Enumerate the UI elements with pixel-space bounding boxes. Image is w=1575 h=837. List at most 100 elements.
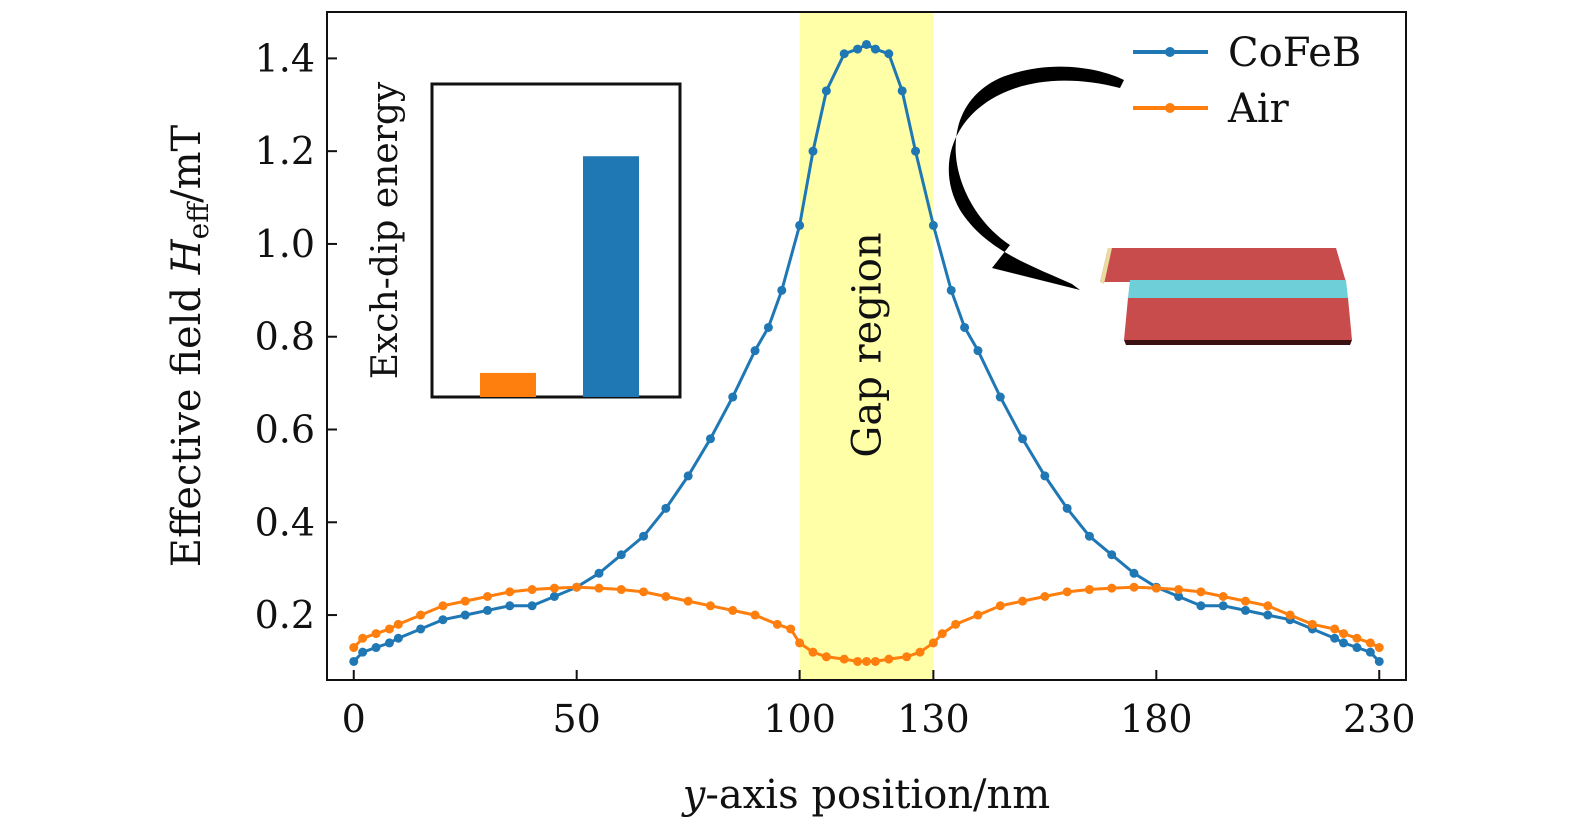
data-point-cofeb bbox=[594, 568, 604, 578]
data-point-cofeb bbox=[839, 49, 849, 59]
data-point-cofeb bbox=[527, 601, 537, 611]
inset-bar-chart: Exch-dip energy bbox=[365, 81, 682, 399]
data-point-air bbox=[795, 638, 805, 648]
data-point-air bbox=[384, 624, 394, 634]
x-tick-label: 180 bbox=[1120, 697, 1193, 741]
legend-marker-cofeb bbox=[1165, 47, 1175, 57]
data-point-air bbox=[862, 656, 871, 666]
x-axis-title-text: -axis position/nm bbox=[705, 772, 1050, 818]
legend-label-air: Air bbox=[1227, 86, 1290, 132]
data-point-air bbox=[884, 654, 894, 664]
data-point-air bbox=[683, 596, 693, 606]
data-point-air bbox=[853, 656, 863, 666]
data-point-air bbox=[1352, 633, 1362, 643]
data-point-air bbox=[808, 647, 818, 657]
data-point-cofeb bbox=[928, 220, 938, 230]
data-point-cofeb bbox=[371, 643, 381, 653]
data-point-air bbox=[1107, 583, 1117, 593]
data-point-air bbox=[928, 638, 938, 648]
data-point-cofeb bbox=[661, 503, 671, 513]
data-point-air bbox=[438, 601, 448, 611]
top-layer-edge bbox=[1100, 248, 1112, 284]
data-point-cofeb bbox=[1263, 610, 1273, 620]
data-point-air bbox=[1240, 596, 1250, 606]
curved-arrow bbox=[948, 66, 1124, 290]
data-point-cofeb bbox=[616, 550, 626, 560]
data-point-cofeb bbox=[505, 601, 515, 611]
data-point-cofeb bbox=[946, 285, 956, 295]
data-point-cofeb bbox=[808, 146, 818, 156]
data-point-cofeb bbox=[1196, 601, 1206, 611]
legend: CoFeB Air bbox=[1133, 30, 1361, 132]
inset-frame bbox=[430, 82, 682, 399]
data-point-air bbox=[1218, 592, 1228, 601]
data-point-air bbox=[358, 633, 368, 643]
top-magnetic-layer bbox=[1100, 248, 1346, 282]
data-point-cofeb bbox=[639, 531, 649, 541]
x-axis-title: y-axis position/nm bbox=[681, 772, 1050, 818]
inset-bar-cofeb bbox=[583, 156, 639, 397]
data-point-cofeb bbox=[750, 346, 760, 356]
data-point-air bbox=[527, 585, 537, 595]
data-point-air bbox=[1285, 610, 1295, 620]
data-point-air bbox=[1084, 585, 1094, 595]
data-point-air bbox=[1330, 624, 1340, 634]
data-point-cofeb bbox=[911, 146, 921, 156]
data-point-cofeb bbox=[862, 39, 871, 49]
bottom-magnetic-layer bbox=[1124, 298, 1352, 340]
inset-axis-title: Exch-dip energy bbox=[365, 81, 406, 379]
data-point-air bbox=[371, 629, 381, 639]
x-tick-label: 0 bbox=[342, 697, 366, 741]
data-point-air bbox=[1062, 587, 1072, 597]
data-point-cofeb bbox=[1218, 601, 1228, 611]
data-point-air bbox=[549, 583, 559, 593]
data-point-air bbox=[750, 610, 760, 620]
y-axis-title: Effective field Heff/mT bbox=[164, 124, 215, 567]
legend-label-cofeb: CoFeB bbox=[1228, 30, 1361, 76]
data-point-cofeb bbox=[821, 86, 831, 96]
data-point-air bbox=[902, 652, 912, 662]
data-point-cofeb bbox=[416, 624, 426, 634]
data-point-cofeb bbox=[870, 44, 880, 54]
data-point-cofeb bbox=[960, 322, 970, 332]
data-point-cofeb bbox=[1240, 605, 1250, 615]
data-point-cofeb bbox=[460, 610, 470, 620]
data-point-air bbox=[995, 601, 1005, 611]
data-point-cofeb bbox=[549, 592, 559, 601]
data-point-air bbox=[728, 605, 738, 615]
data-point-cofeb bbox=[795, 220, 805, 230]
data-point-air bbox=[639, 587, 649, 597]
data-point-air bbox=[483, 592, 493, 601]
data-point-air bbox=[460, 596, 470, 606]
data-point-cofeb bbox=[1352, 643, 1362, 653]
y-tick-label: 1.0 bbox=[255, 222, 315, 266]
data-point-air bbox=[1018, 596, 1028, 606]
data-point-air bbox=[705, 601, 715, 611]
data-point-cofeb bbox=[1174, 592, 1184, 601]
x-tick-label: 50 bbox=[553, 697, 601, 741]
data-point-air bbox=[1263, 601, 1273, 611]
y-axis-title-symbol: H bbox=[164, 238, 210, 275]
y-axis-title-suffix: /mT bbox=[164, 124, 210, 202]
data-point-air bbox=[616, 585, 626, 595]
bottom-layer-shadow bbox=[1124, 340, 1352, 345]
series-layer bbox=[349, 39, 1384, 666]
data-point-cofeb bbox=[1062, 503, 1072, 513]
data-point-cofeb bbox=[884, 49, 894, 59]
data-point-air bbox=[1129, 582, 1139, 592]
y-tick-label: 0.2 bbox=[255, 593, 315, 637]
y-axis-title-prefix: Effective field bbox=[164, 274, 210, 567]
data-point-air bbox=[772, 619, 782, 629]
gap-layer-strip bbox=[1128, 280, 1348, 298]
data-point-air bbox=[937, 629, 947, 639]
data-point-cofeb bbox=[1129, 568, 1139, 578]
data-point-cofeb bbox=[1084, 531, 1094, 541]
data-point-air bbox=[1196, 587, 1206, 597]
data-point-cofeb bbox=[349, 656, 359, 666]
data-point-air bbox=[1174, 585, 1184, 595]
data-point-cofeb bbox=[683, 471, 693, 481]
legend-marker-air bbox=[1165, 103, 1175, 113]
data-point-cofeb bbox=[777, 285, 787, 295]
x-tick-label: 230 bbox=[1343, 697, 1416, 741]
data-point-cofeb bbox=[1107, 550, 1117, 560]
